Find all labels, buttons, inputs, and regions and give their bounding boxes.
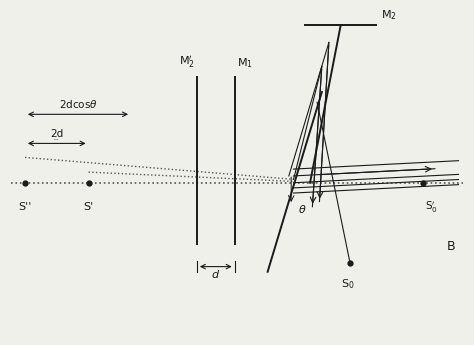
Text: S': S' <box>83 201 94 211</box>
Text: 2d: 2d <box>50 129 64 139</box>
Text: S$_0$: S$_0$ <box>341 277 355 291</box>
Text: S'': S'' <box>18 201 32 211</box>
Text: 2dcos$\theta$: 2dcos$\theta$ <box>59 98 97 110</box>
Text: M$_2'$: M$_2'$ <box>179 54 195 70</box>
Text: S$_0'$: S$_0'$ <box>426 200 438 215</box>
Text: B: B <box>447 239 456 253</box>
Text: $d$: $d$ <box>211 268 220 280</box>
Text: $\leftarrow$2d$\rightarrow$: $\leftarrow$2d$\rightarrow$ <box>54 138 60 142</box>
Text: M$_2$: M$_2$ <box>381 8 397 22</box>
Text: M$_1$: M$_1$ <box>237 56 253 70</box>
Text: $\theta$: $\theta$ <box>298 203 307 215</box>
